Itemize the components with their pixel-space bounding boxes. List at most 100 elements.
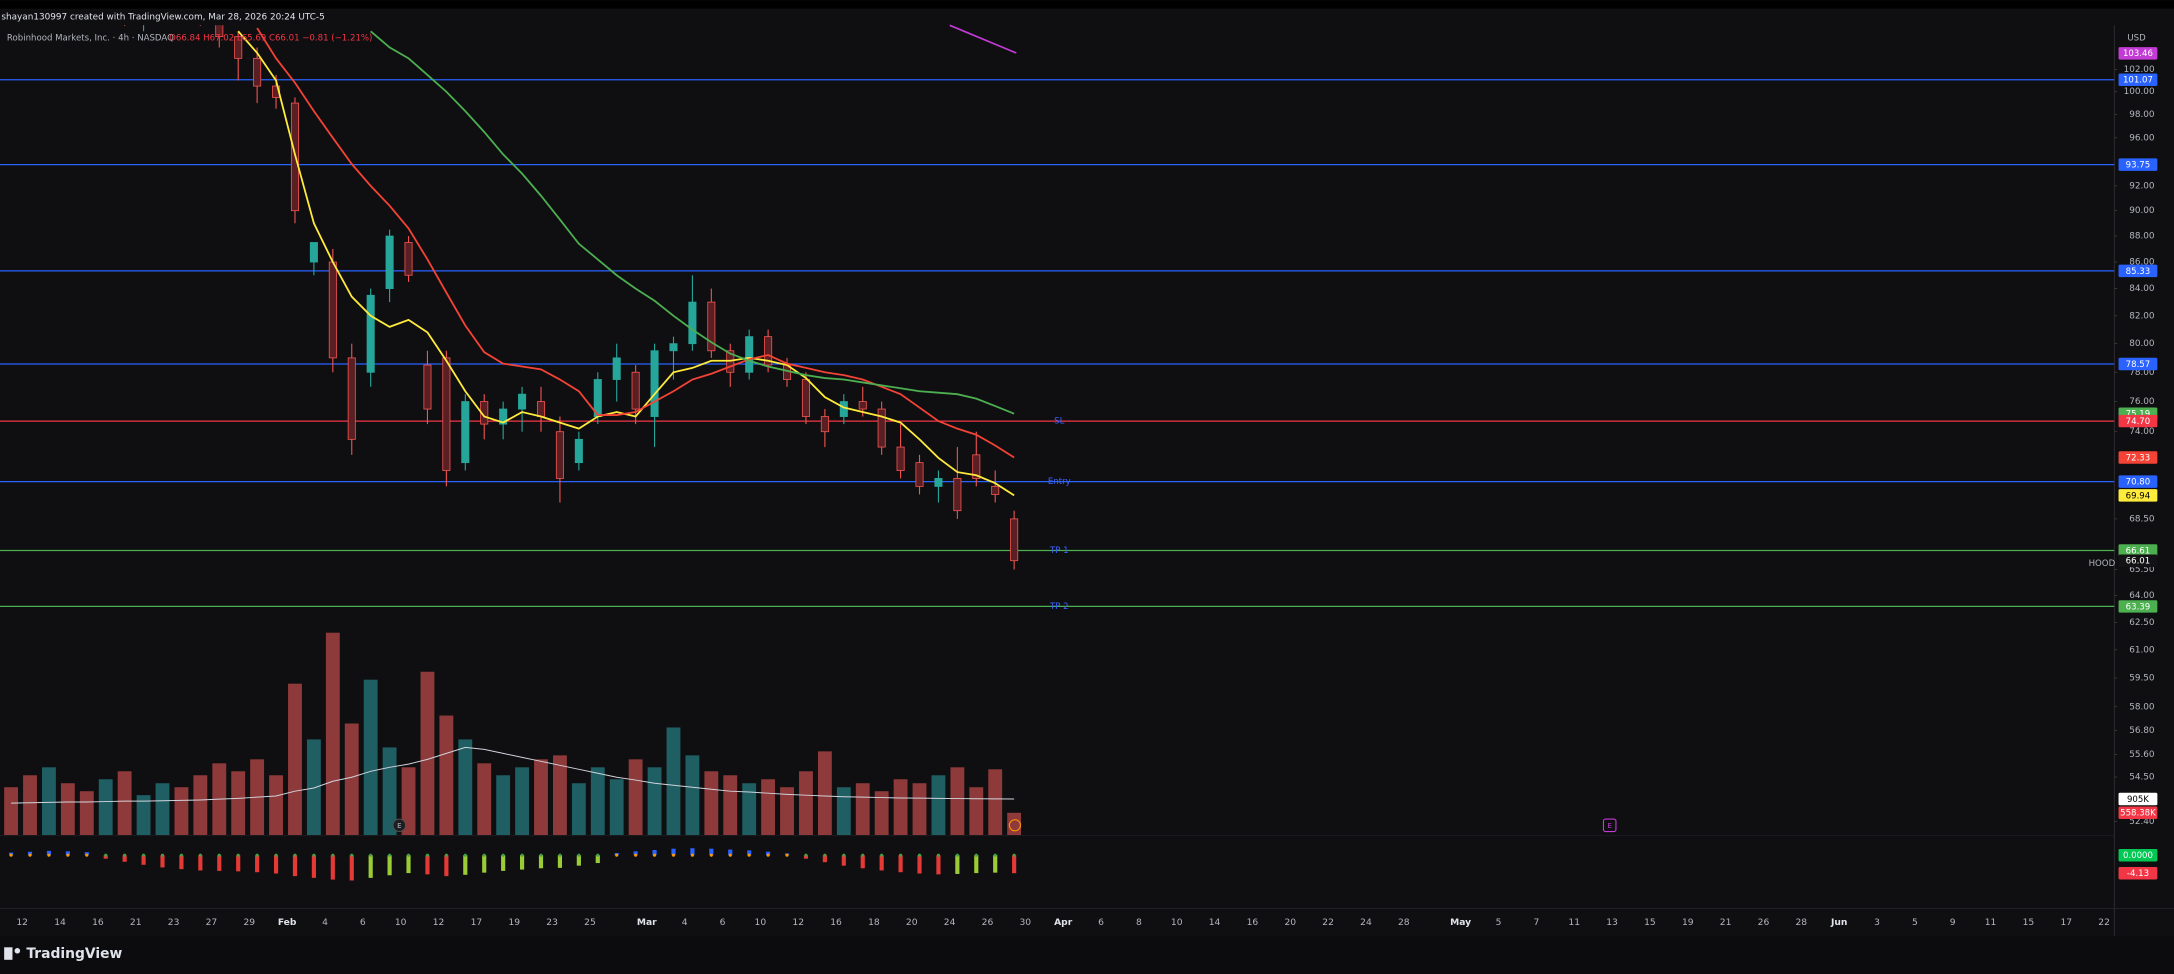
x-tick-label: 24 <box>944 918 956 928</box>
volume-bar <box>363 679 378 836</box>
x-tick-label: 25 <box>584 918 596 928</box>
footer-bar <box>0 936 2174 974</box>
x-tick-label: 14 <box>1209 918 1221 928</box>
oscillator-bar <box>425 855 430 875</box>
level-name: SL <box>1054 417 1064 427</box>
oscillator-bar <box>217 855 222 871</box>
oscillator-bar <box>349 855 354 881</box>
price-badge <box>2118 866 2158 880</box>
logo-shape <box>14 948 21 954</box>
oscillator-dot <box>350 853 354 857</box>
oscillator-dot <box>917 853 922 857</box>
y-tick-label: 59.50 <box>2129 673 2155 683</box>
volume-bar <box>79 791 94 836</box>
oscillator-dot <box>255 853 259 857</box>
oscillator-bar <box>879 855 884 871</box>
oscillator-bar <box>141 855 146 865</box>
candle-body <box>442 357 451 471</box>
x-tick-label: 16 <box>92 918 104 928</box>
candle-body <box>555 431 564 479</box>
price-badge <box>2118 600 2158 613</box>
x-tick-label: 12 <box>16 918 28 928</box>
volume-bar <box>817 751 832 836</box>
earnings-marker[interactable] <box>1602 818 1617 833</box>
oscillator-bar <box>1012 855 1017 874</box>
x-tick-label: 16 <box>1247 918 1259 928</box>
currency[interactable]: USD <box>2127 33 2146 43</box>
volume-bar <box>931 775 946 836</box>
oscillator-bar <box>690 848 695 856</box>
x-tick-label: Jun <box>1830 918 1847 928</box>
logo-shape <box>4 947 13 960</box>
x-tick-label: 16 <box>830 918 842 928</box>
x-tick-label: Apr <box>1054 918 1073 928</box>
volume-bar <box>42 767 56 836</box>
oscillator-bar <box>179 855 184 870</box>
oscillator-dot <box>407 853 411 857</box>
oscillator-bar <box>595 855 600 864</box>
x-tick-label: 17 <box>471 918 483 928</box>
oscillator-dot <box>596 853 600 857</box>
trend-line <box>949 24 1017 54</box>
x-tick-label: 17 <box>2060 918 2072 928</box>
oscillator-bar <box>236 855 241 872</box>
price-badge <box>2118 475 2158 488</box>
oscillator-bar <box>255 855 260 873</box>
oscillator-dot <box>331 853 335 857</box>
legend: Robinhood Markets, Inc. · 4h · NASDAQ <box>7 33 174 43</box>
x-tick-label: 12 <box>433 918 445 928</box>
price-badge-text: 70.80 <box>2126 478 2151 488</box>
candle-body <box>536 401 546 417</box>
volume-bar <box>4 787 19 836</box>
x-tick-label: 21 <box>1720 918 1732 928</box>
x-tick-label: 23 <box>168 918 180 928</box>
candle-body <box>328 261 337 359</box>
x-tick-label: 5 <box>1912 918 1918 928</box>
x-tick-label: Feb <box>278 918 297 928</box>
price-badge <box>2118 792 2158 806</box>
oscillator-dot <box>142 853 146 857</box>
y-tick-label: 98.00 <box>2129 110 2155 120</box>
earnings-marker-text: E <box>397 822 401 830</box>
x-tick-label: 4 <box>682 918 688 928</box>
candle-body <box>1010 518 1019 562</box>
dividend-marker[interactable] <box>1008 819 1022 832</box>
candle-body <box>650 350 659 417</box>
candle-body <box>366 294 375 373</box>
volume-bar <box>609 779 624 836</box>
volume-bar <box>117 771 132 836</box>
oscillator-bar <box>747 850 752 856</box>
volume-bar <box>136 795 151 836</box>
earnings-marker[interactable] <box>392 818 406 832</box>
y-tick-label: 56.80 <box>2129 726 2155 736</box>
oscillator-dot <box>66 853 70 857</box>
oscillator-bar <box>330 855 335 880</box>
oscillator-dot <box>955 853 959 857</box>
x-tick-label: 26 <box>1758 918 1770 928</box>
oscillator-bar <box>65 851 70 856</box>
x-tick-label: 10 <box>755 918 767 928</box>
credit: shayan130997 created with TradingView.co… <box>1 12 324 22</box>
x-tick-label: 6 <box>720 918 726 928</box>
volume-bar <box>912 783 927 836</box>
y-tick-label: 78.00 <box>2129 368 2155 378</box>
oscillator-dot <box>160 853 165 857</box>
volume-ma-line <box>11 746 1015 804</box>
volume-bar <box>742 783 757 836</box>
candle-body <box>707 301 716 352</box>
volume-bar <box>382 747 397 836</box>
level-name: Entry <box>1048 477 1071 487</box>
volume-bar <box>23 775 37 836</box>
oscillator-dot <box>690 853 694 857</box>
brand-logo: TradingView <box>4 946 123 962</box>
volume-bar <box>571 783 586 836</box>
x-tick-label: 11 <box>1568 918 1580 928</box>
volume-bar <box>458 739 473 836</box>
x-tick-label: 13 <box>1606 918 1618 928</box>
candle-body <box>309 242 318 263</box>
volume-bar <box>950 767 965 836</box>
oscillator-dot <box>85 853 89 857</box>
price-badge <box>2118 414 2158 428</box>
price-badge-text: 78.57 <box>2126 360 2151 370</box>
volume-bar <box>98 779 113 836</box>
